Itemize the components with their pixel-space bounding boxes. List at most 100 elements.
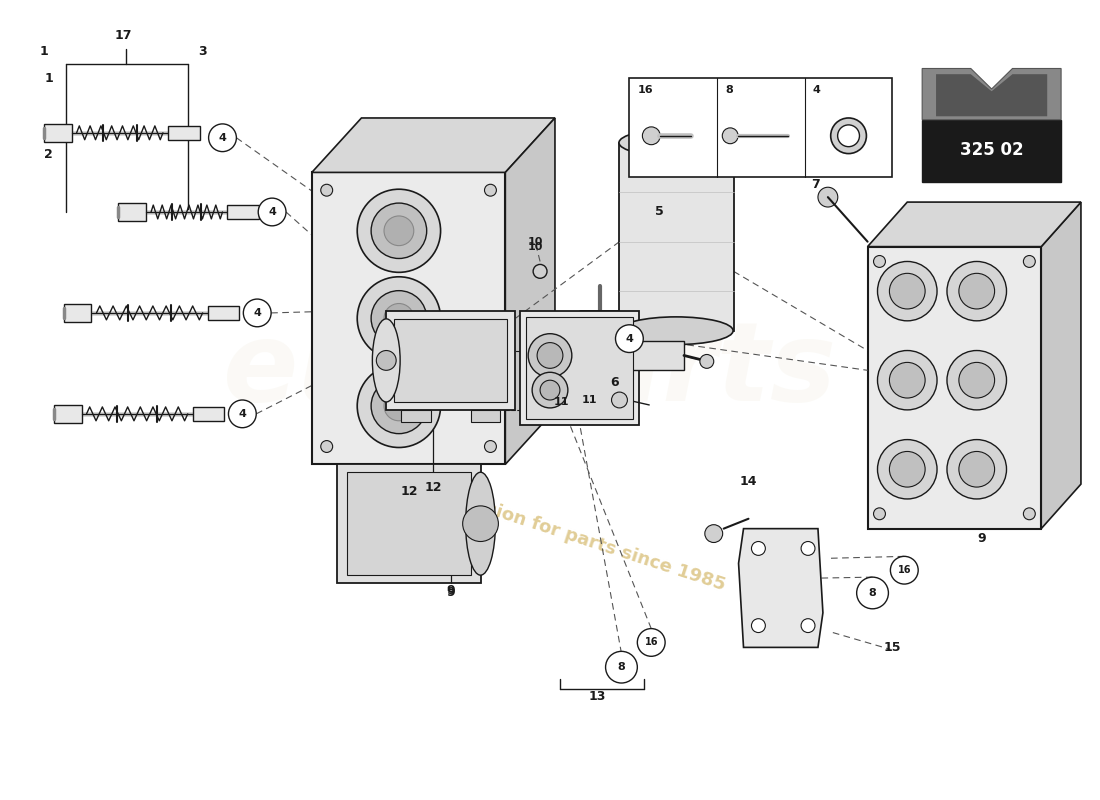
Polygon shape	[1042, 202, 1081, 529]
Text: 2: 2	[44, 148, 53, 161]
Bar	[668, 110, 684, 122]
Polygon shape	[868, 202, 1081, 246]
Circle shape	[947, 439, 1007, 499]
Bar	[119, 203, 146, 221]
Text: 5: 5	[654, 206, 663, 218]
Text: 16: 16	[637, 86, 653, 95]
Bar	[64, 304, 91, 322]
Text: 14: 14	[739, 474, 757, 488]
Circle shape	[384, 391, 414, 421]
Text: a passion for parts since 1985: a passion for parts since 1985	[432, 483, 727, 594]
Text: 10: 10	[527, 237, 542, 246]
Circle shape	[534, 265, 547, 278]
Circle shape	[890, 556, 918, 584]
Bar	[402, 410, 431, 422]
Circle shape	[358, 190, 441, 272]
Circle shape	[371, 290, 427, 346]
Circle shape	[358, 277, 441, 360]
Text: 7: 7	[812, 178, 821, 190]
Bar	[619, 142, 734, 330]
Bar	[192, 407, 224, 421]
Bar	[386, 311, 515, 410]
Bar	[629, 341, 684, 370]
Bar	[471, 410, 501, 422]
Text: 11: 11	[554, 397, 570, 407]
Bar	[337, 464, 481, 583]
Polygon shape	[738, 529, 823, 647]
Text: 10: 10	[527, 242, 542, 252]
Text: 4: 4	[219, 133, 227, 142]
Circle shape	[959, 274, 994, 309]
Circle shape	[723, 128, 738, 144]
Text: 9: 9	[447, 586, 455, 599]
Ellipse shape	[619, 317, 733, 345]
Circle shape	[209, 124, 236, 152]
Text: 9: 9	[978, 532, 986, 545]
Circle shape	[1023, 508, 1035, 520]
Circle shape	[537, 342, 563, 368]
Polygon shape	[505, 118, 556, 464]
Circle shape	[484, 441, 496, 453]
Ellipse shape	[619, 129, 733, 157]
Bar	[868, 246, 1042, 529]
Circle shape	[857, 577, 889, 609]
Circle shape	[818, 187, 838, 207]
Circle shape	[376, 350, 396, 370]
Circle shape	[484, 184, 496, 196]
Circle shape	[959, 362, 994, 398]
Circle shape	[801, 542, 815, 555]
Bar	[394, 319, 507, 402]
Text: europarts: europarts	[223, 317, 837, 424]
Circle shape	[616, 325, 644, 353]
Ellipse shape	[465, 472, 495, 575]
Polygon shape	[922, 69, 1062, 120]
Text: 8: 8	[869, 588, 877, 598]
Text: 12: 12	[425, 481, 441, 494]
Circle shape	[384, 303, 414, 334]
Text: 15: 15	[883, 641, 901, 654]
Polygon shape	[936, 74, 1047, 116]
Circle shape	[642, 127, 660, 145]
Circle shape	[705, 525, 723, 542]
Text: 8: 8	[725, 86, 733, 95]
Text: 16: 16	[645, 638, 658, 647]
Text: 4: 4	[813, 86, 821, 95]
Polygon shape	[311, 118, 556, 172]
Circle shape	[229, 400, 256, 428]
Text: 1: 1	[40, 45, 48, 58]
Bar	[505, 350, 580, 410]
Circle shape	[959, 451, 994, 487]
Bar	[520, 311, 639, 425]
Circle shape	[751, 542, 766, 555]
Circle shape	[1023, 255, 1035, 267]
Bar	[526, 317, 634, 419]
Circle shape	[371, 378, 427, 434]
Bar	[346, 472, 471, 575]
Text: 1: 1	[44, 72, 53, 85]
Circle shape	[700, 354, 714, 368]
Circle shape	[837, 125, 859, 146]
Text: 4: 4	[626, 334, 634, 344]
Circle shape	[321, 441, 332, 453]
Circle shape	[358, 364, 441, 447]
Circle shape	[258, 198, 286, 226]
Circle shape	[890, 451, 925, 487]
Circle shape	[830, 118, 867, 154]
Circle shape	[947, 262, 1007, 321]
Circle shape	[384, 216, 414, 246]
Text: 325 02: 325 02	[960, 142, 1023, 159]
Circle shape	[540, 380, 560, 400]
Text: 11: 11	[582, 395, 597, 405]
Bar	[208, 306, 240, 320]
Bar	[168, 126, 200, 140]
Circle shape	[947, 350, 1007, 410]
Text: 4: 4	[268, 207, 276, 217]
Circle shape	[243, 299, 271, 326]
Circle shape	[612, 392, 627, 408]
Ellipse shape	[373, 319, 400, 402]
Circle shape	[371, 203, 427, 258]
Circle shape	[878, 262, 937, 321]
Circle shape	[801, 618, 815, 633]
Circle shape	[637, 629, 666, 656]
Circle shape	[878, 350, 937, 410]
